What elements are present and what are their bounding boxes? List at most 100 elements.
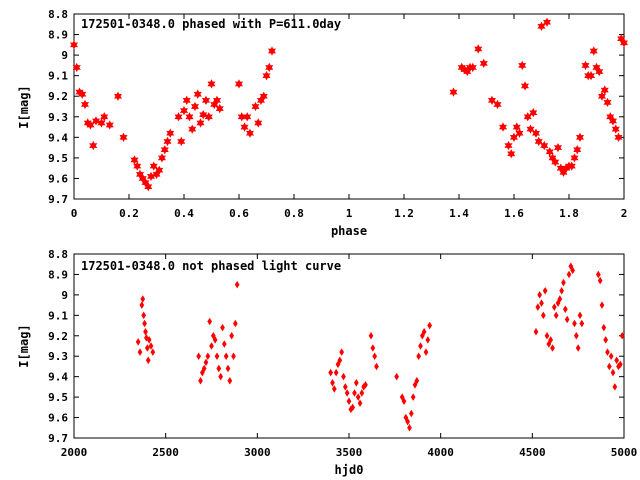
data-point [559, 287, 565, 295]
data-point [179, 105, 189, 116]
y-tick-label: 9.7 [48, 193, 68, 206]
y-tick-label: 9.6 [48, 412, 68, 425]
data-point [401, 397, 407, 405]
data-point [144, 182, 153, 192]
data-point [212, 336, 218, 344]
data-point [193, 89, 202, 99]
data-point [267, 46, 277, 56]
data-point [575, 344, 581, 352]
x-tick-label: 5000 [611, 446, 638, 459]
data-point [394, 372, 400, 381]
data-point [619, 332, 625, 340]
data-point [204, 112, 213, 122]
data-point [234, 280, 240, 289]
data-point [341, 372, 346, 381]
x-axis-label: phase [331, 224, 367, 238]
data-point [518, 60, 527, 71]
data-point [344, 389, 350, 397]
y-tick-label: 9.3 [48, 350, 68, 363]
data-point [190, 101, 200, 112]
data-point [346, 397, 352, 405]
data-point [205, 352, 211, 360]
data-point [150, 348, 156, 356]
data-point [368, 332, 374, 340]
data-point [352, 389, 357, 397]
data-point [597, 276, 603, 285]
data-point [198, 376, 203, 385]
y-axis-label: I[mag] [17, 324, 31, 367]
y-tick-label: 8.9 [48, 29, 68, 42]
data-point [212, 95, 222, 105]
data-point [493, 99, 502, 110]
data-point [240, 122, 249, 132]
data-point [408, 409, 414, 418]
data-point [515, 128, 524, 138]
data-point [359, 389, 365, 397]
data-point [188, 124, 197, 134]
data-point [617, 360, 623, 369]
data-point [357, 399, 363, 408]
panel-unphased: 8.8 8.9 9 9.1 9.2 9.3 9.4 9.5 9.6 9.7 2000 2500 300… [17, 248, 637, 477]
data-point [449, 87, 458, 97]
data-point [423, 348, 429, 356]
x-tick-label: 0.2 [119, 207, 139, 220]
data-point [468, 62, 477, 73]
data-point [355, 393, 361, 401]
data-point [370, 344, 376, 352]
data-point [546, 340, 552, 348]
data-point [606, 362, 612, 371]
data-point [209, 342, 214, 350]
y-tick-label: 9.4 [48, 131, 68, 144]
y-tick-label: 9.1 [48, 70, 68, 83]
y-tick-label: 9 [61, 289, 68, 302]
data-point [599, 301, 605, 309]
x-tick-label: 4500 [519, 446, 546, 459]
data-point [143, 327, 148, 336]
data-point [542, 287, 548, 295]
data-point [610, 368, 616, 377]
data-point [353, 379, 359, 387]
data-point [570, 153, 579, 163]
data-point [203, 358, 209, 367]
data-point [146, 336, 152, 344]
y-tick-label: 9.2 [48, 90, 68, 103]
data-point [614, 356, 620, 365]
data-point [498, 122, 508, 132]
data-point [335, 360, 341, 369]
data-point [166, 128, 175, 138]
data-point [214, 352, 220, 360]
data-point [135, 169, 145, 179]
data-point [425, 336, 431, 344]
data-point [537, 291, 543, 299]
chart-title: 172501-0348.0 phased with P=611.0day [81, 17, 341, 31]
x-tick-label: 4000 [427, 446, 454, 459]
y-tick-label: 9.6 [48, 172, 68, 185]
data-point [342, 383, 348, 391]
data-point [331, 385, 337, 393]
data-point [405, 417, 411, 426]
data-point [399, 393, 405, 401]
data-point [105, 120, 114, 130]
y-tick-label: 9.7 [48, 432, 68, 445]
data-point [339, 348, 345, 356]
data-point [207, 317, 213, 326]
data-point [416, 352, 422, 360]
data-point [231, 352, 236, 360]
data-point [520, 81, 530, 91]
data-point [573, 145, 582, 155]
data-point [601, 323, 607, 332]
data-point [544, 332, 550, 340]
data-point [572, 319, 577, 328]
data-point [199, 110, 208, 120]
data-point [333, 368, 339, 377]
data-point [603, 97, 612, 108]
data-point [137, 348, 143, 356]
data-point [220, 323, 225, 332]
data-point [72, 62, 81, 73]
x-tick-label: 1 [346, 207, 353, 220]
data-point [199, 368, 205, 377]
data-point [145, 356, 151, 365]
data-point [160, 145, 169, 155]
data-point [614, 132, 623, 142]
